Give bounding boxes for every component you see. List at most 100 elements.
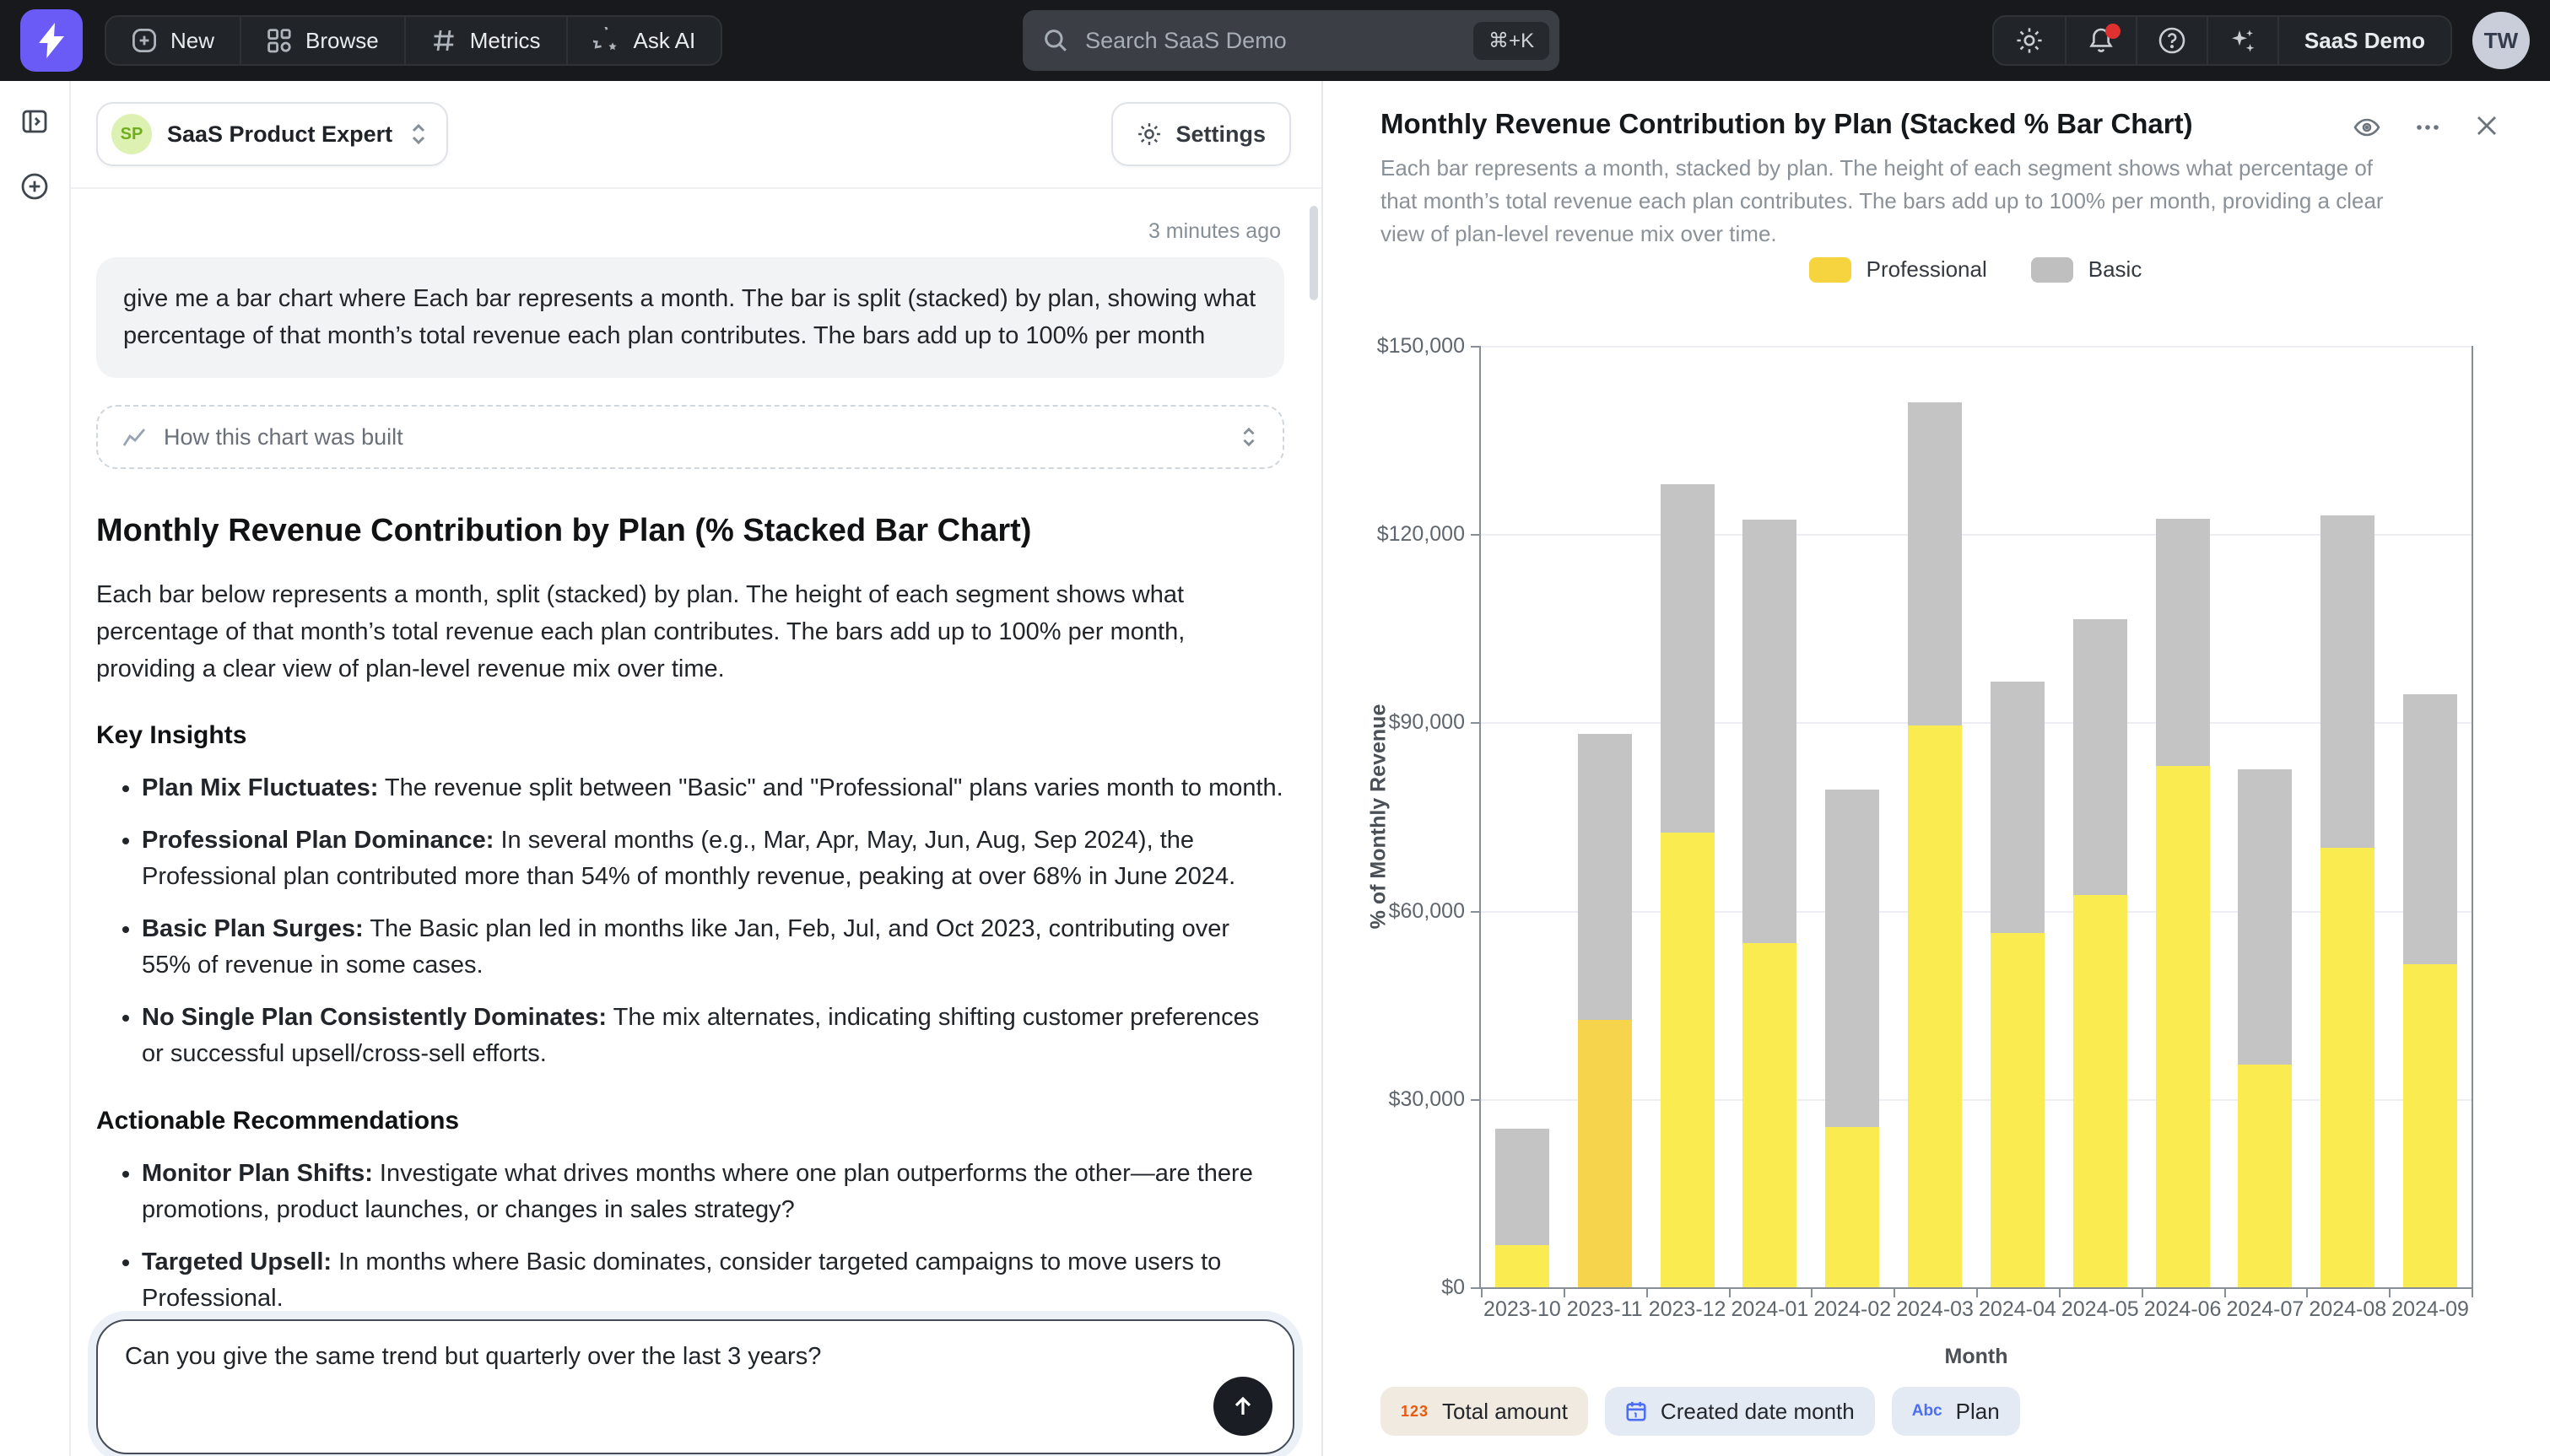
bar-segment-professional[interactable]	[1495, 1245, 1549, 1287]
bar-segment-basic[interactable]	[2320, 515, 2374, 848]
user-avatar[interactable]: TW	[2472, 12, 2530, 69]
bar-segment-professional[interactable]	[1825, 1127, 1879, 1287]
chart-description: Each bar represents a month, stacked by …	[1323, 142, 2504, 251]
notifications-button[interactable]	[2065, 17, 2136, 64]
numeric-123-icon: 123	[1401, 1403, 1429, 1421]
bar-segment-professional[interactable]	[1578, 1020, 1632, 1287]
bar-segment-basic[interactable]	[2403, 694, 2457, 964]
help-button[interactable]	[2136, 17, 2207, 64]
workspace-label: SaaS Demo	[2304, 28, 2425, 54]
y-tick-label: $0	[1323, 1275, 1465, 1300]
gear-icon	[1137, 121, 1162, 147]
bar-segment-professional[interactable]	[2156, 766, 2210, 1287]
global-search-input[interactable]: Search SaaS Demo ⌘+K	[1023, 10, 1559, 71]
metrics-label: Metrics	[470, 28, 541, 54]
x-tick-label: 2024-09	[2371, 1297, 2489, 1322]
y-tick	[1471, 911, 1479, 913]
agent-settings-button[interactable]: Settings	[1111, 102, 1291, 166]
eye-icon[interactable]	[2353, 113, 2381, 142]
bar-segment-basic[interactable]	[1991, 682, 2045, 933]
tag-label: Total amount	[1442, 1399, 1568, 1425]
search-icon	[1043, 28, 1068, 53]
x-tick	[2389, 1289, 2391, 1297]
chat-header: SP SaaS Product Expert Settings	[71, 81, 1321, 189]
ask-ai-label: Ask AI	[634, 28, 696, 54]
app-logo[interactable]	[20, 9, 83, 72]
bar-segment-professional[interactable]	[2403, 964, 2457, 1287]
bar-segment-professional[interactable]	[2238, 1065, 2292, 1287]
bar-segment-professional[interactable]	[1991, 933, 2045, 1287]
legend-item[interactable]: Basic	[2031, 256, 2142, 283]
chart-panel: Monthly Revenue Contribution by Plan (St…	[1323, 81, 2550, 1456]
arrow-up-icon	[1230, 1394, 1256, 1419]
bar-segment-basic[interactable]	[1908, 402, 1962, 725]
chat-input-area: Can you give the same trend but quarterl…	[96, 1319, 1294, 1454]
metrics-button[interactable]: Metrics	[404, 17, 566, 64]
agent-avatar: SP	[111, 114, 152, 154]
ask-ai-button[interactable]: Ask AI	[566, 17, 721, 64]
list-item: Plan Mix Fluctuates: The revenue split b…	[142, 770, 1284, 807]
legend-swatch	[1809, 257, 1851, 283]
recommendations-list: Monitor Plan Shifts: Investigate what dr…	[96, 1156, 1284, 1309]
x-tick	[2059, 1289, 2061, 1297]
abc-icon: Abc	[1912, 1402, 1942, 1421]
x-tick	[2472, 1289, 2473, 1297]
close-icon[interactable]	[2474, 113, 2499, 142]
bar-segment-basic[interactable]	[1495, 1129, 1549, 1245]
chart-header: Monthly Revenue Contribution by Plan (St…	[1323, 81, 2550, 142]
bar-segment-basic[interactable]	[1825, 790, 1879, 1127]
right-axis-line	[2472, 346, 2473, 1289]
bar-segment-basic[interactable]	[1742, 520, 1796, 943]
y-tick-label: $90,000	[1323, 710, 1465, 735]
bar-segment-professional[interactable]	[1661, 833, 1715, 1287]
how-built-collapsible[interactable]: How this chart was built	[96, 405, 1284, 469]
legend-label: Professional	[1867, 256, 1987, 283]
browse-button[interactable]: Browse	[240, 17, 404, 64]
bar-segment-basic[interactable]	[2073, 619, 2127, 895]
y-tick	[1471, 534, 1479, 536]
legend-item[interactable]: Professional	[1809, 256, 1987, 283]
new-button[interactable]: New	[106, 17, 240, 64]
chart-title: Monthly Revenue Contribution by Plan (St…	[1380, 108, 2193, 140]
more-options-icon[interactable]	[2413, 113, 2442, 142]
chat-messages[interactable]: 3 minutes ago give me a bar chart where …	[71, 189, 1321, 1309]
plot-area: Month 2023-102023-112023-122024-012024-0…	[1481, 346, 2472, 1287]
chat-scrollbar-thumb[interactable]	[1310, 206, 1318, 300]
bar-segment-basic[interactable]	[2238, 769, 2292, 1065]
send-button[interactable]	[1213, 1377, 1272, 1436]
tag-plan[interactable]: Abc Plan	[1892, 1387, 2020, 1436]
bar-segment-basic[interactable]	[1661, 484, 1715, 833]
tag-label: Created date month	[1661, 1399, 1855, 1425]
settings-gear-button[interactable]	[1994, 17, 2065, 64]
sidebar-toggle-button[interactable]	[21, 108, 48, 135]
gridline	[1481, 346, 2472, 348]
x-tick	[2142, 1289, 2143, 1297]
plus-square-icon	[132, 28, 157, 53]
bar-segment-professional[interactable]	[2073, 895, 2127, 1287]
bar-segment-professional[interactable]	[1742, 943, 1796, 1287]
grid-icon	[267, 28, 292, 53]
bar-segment-basic[interactable]	[1578, 734, 1632, 1020]
primary-nav: New Browse Metrics Ask AI	[105, 15, 722, 66]
bar-segment-professional[interactable]	[1908, 725, 1962, 1287]
main-layout: SP SaaS Product Expert Settings 3 minute…	[0, 81, 2550, 1456]
agent-selector[interactable]: SP SaaS Product Expert	[96, 102, 448, 166]
tag-total-amount[interactable]: 123 Total amount	[1380, 1387, 1588, 1436]
ai-sparkles-button[interactable]	[2207, 17, 2277, 64]
tag-created-date-month[interactable]: Created date month	[1605, 1387, 1875, 1436]
gear-icon	[2015, 26, 2044, 55]
response-intro: Each bar below represents a month, split…	[96, 576, 1284, 688]
bar-segment-basic[interactable]	[2156, 519, 2210, 767]
response-title: Monthly Revenue Contribution by Plan (% …	[96, 513, 1284, 549]
new-thread-button[interactable]	[20, 172, 49, 201]
new-label: New	[170, 28, 214, 54]
y-tick-label: $60,000	[1323, 899, 1465, 924]
chat-input[interactable]: Can you give the same trend but quarterl…	[96, 1319, 1294, 1454]
chevron-selector-icon	[408, 122, 430, 146]
bar-segment-professional[interactable]	[2320, 848, 2374, 1287]
lightning-bolt-icon	[37, 23, 66, 58]
x-tick	[1646, 1289, 1648, 1297]
workspace-button[interactable]: SaaS Demo	[2277, 17, 2450, 64]
y-tick	[1471, 1287, 1479, 1289]
search-shortcut-badge: ⌘+K	[1473, 22, 1549, 60]
